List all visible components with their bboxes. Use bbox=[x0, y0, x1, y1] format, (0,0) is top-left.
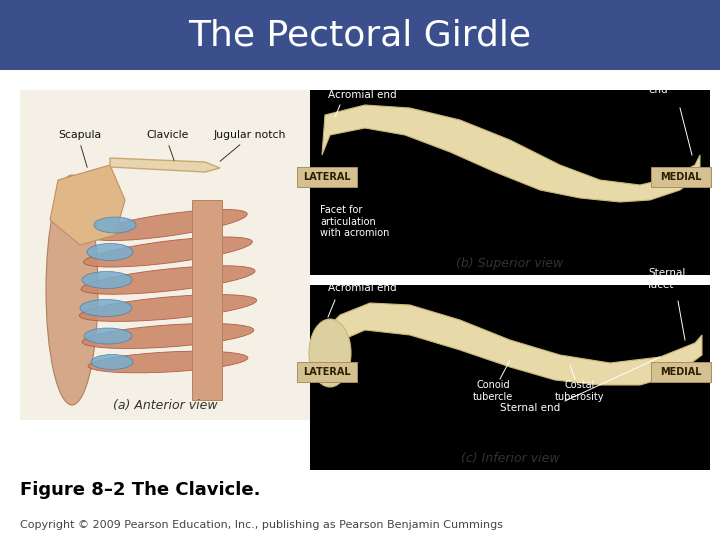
Text: Conoid
tubercle: Conoid tubercle bbox=[473, 380, 513, 402]
Ellipse shape bbox=[88, 351, 248, 373]
Ellipse shape bbox=[94, 217, 136, 233]
Bar bbox=[310, 285, 710, 470]
Text: Costal
tuberosity: Costal tuberosity bbox=[555, 380, 605, 402]
Ellipse shape bbox=[82, 272, 132, 288]
Ellipse shape bbox=[84, 328, 132, 344]
Bar bbox=[192, 200, 222, 400]
Ellipse shape bbox=[91, 354, 133, 369]
Bar bbox=[20, 90, 310, 420]
Bar bbox=[0, 0, 720, 70]
Ellipse shape bbox=[79, 295, 256, 321]
Text: (a) Anterior view: (a) Anterior view bbox=[113, 399, 217, 412]
Text: The Pectoral Girdle: The Pectoral Girdle bbox=[189, 18, 531, 52]
FancyBboxPatch shape bbox=[297, 362, 357, 382]
Text: Jugular notch: Jugular notch bbox=[214, 130, 286, 140]
Text: Sternal
end: Sternal end bbox=[648, 73, 685, 95]
Text: LATERAL: LATERAL bbox=[303, 367, 351, 377]
Text: (c) Inferior view: (c) Inferior view bbox=[461, 452, 559, 465]
Polygon shape bbox=[318, 303, 702, 385]
Text: Acromial end: Acromial end bbox=[328, 283, 397, 293]
FancyBboxPatch shape bbox=[297, 167, 357, 187]
Text: Figure 8–2 The Clavicle.: Figure 8–2 The Clavicle. bbox=[20, 481, 261, 499]
Text: Acromial end: Acromial end bbox=[328, 90, 397, 100]
Ellipse shape bbox=[81, 266, 255, 294]
FancyBboxPatch shape bbox=[651, 167, 711, 187]
FancyBboxPatch shape bbox=[651, 362, 711, 382]
Text: Sternal
facet: Sternal facet bbox=[648, 268, 685, 290]
Polygon shape bbox=[322, 105, 700, 202]
Ellipse shape bbox=[87, 244, 133, 260]
Text: (b) Superior view: (b) Superior view bbox=[456, 257, 564, 270]
Ellipse shape bbox=[89, 210, 247, 241]
Text: Sternal end: Sternal end bbox=[500, 403, 560, 413]
Ellipse shape bbox=[84, 237, 253, 267]
Text: Clavicle: Clavicle bbox=[147, 130, 189, 140]
Text: MEDIAL: MEDIAL bbox=[660, 172, 702, 182]
Text: Copyright © 2009 Pearson Education, Inc., publishing as Pearson Benjamin Cumming: Copyright © 2009 Pearson Education, Inc.… bbox=[20, 520, 503, 530]
Text: LATERAL: LATERAL bbox=[303, 172, 351, 182]
Polygon shape bbox=[110, 158, 220, 172]
Bar bbox=[310, 90, 710, 275]
Ellipse shape bbox=[80, 300, 132, 316]
Ellipse shape bbox=[46, 175, 98, 405]
Text: Facet for
articulation
with acromion: Facet for articulation with acromion bbox=[320, 205, 390, 238]
Ellipse shape bbox=[82, 323, 253, 348]
Polygon shape bbox=[50, 165, 125, 245]
Bar bbox=[0, 70, 720, 540]
Ellipse shape bbox=[309, 319, 351, 387]
Text: Scapula: Scapula bbox=[58, 130, 102, 140]
Text: MEDIAL: MEDIAL bbox=[660, 367, 702, 377]
